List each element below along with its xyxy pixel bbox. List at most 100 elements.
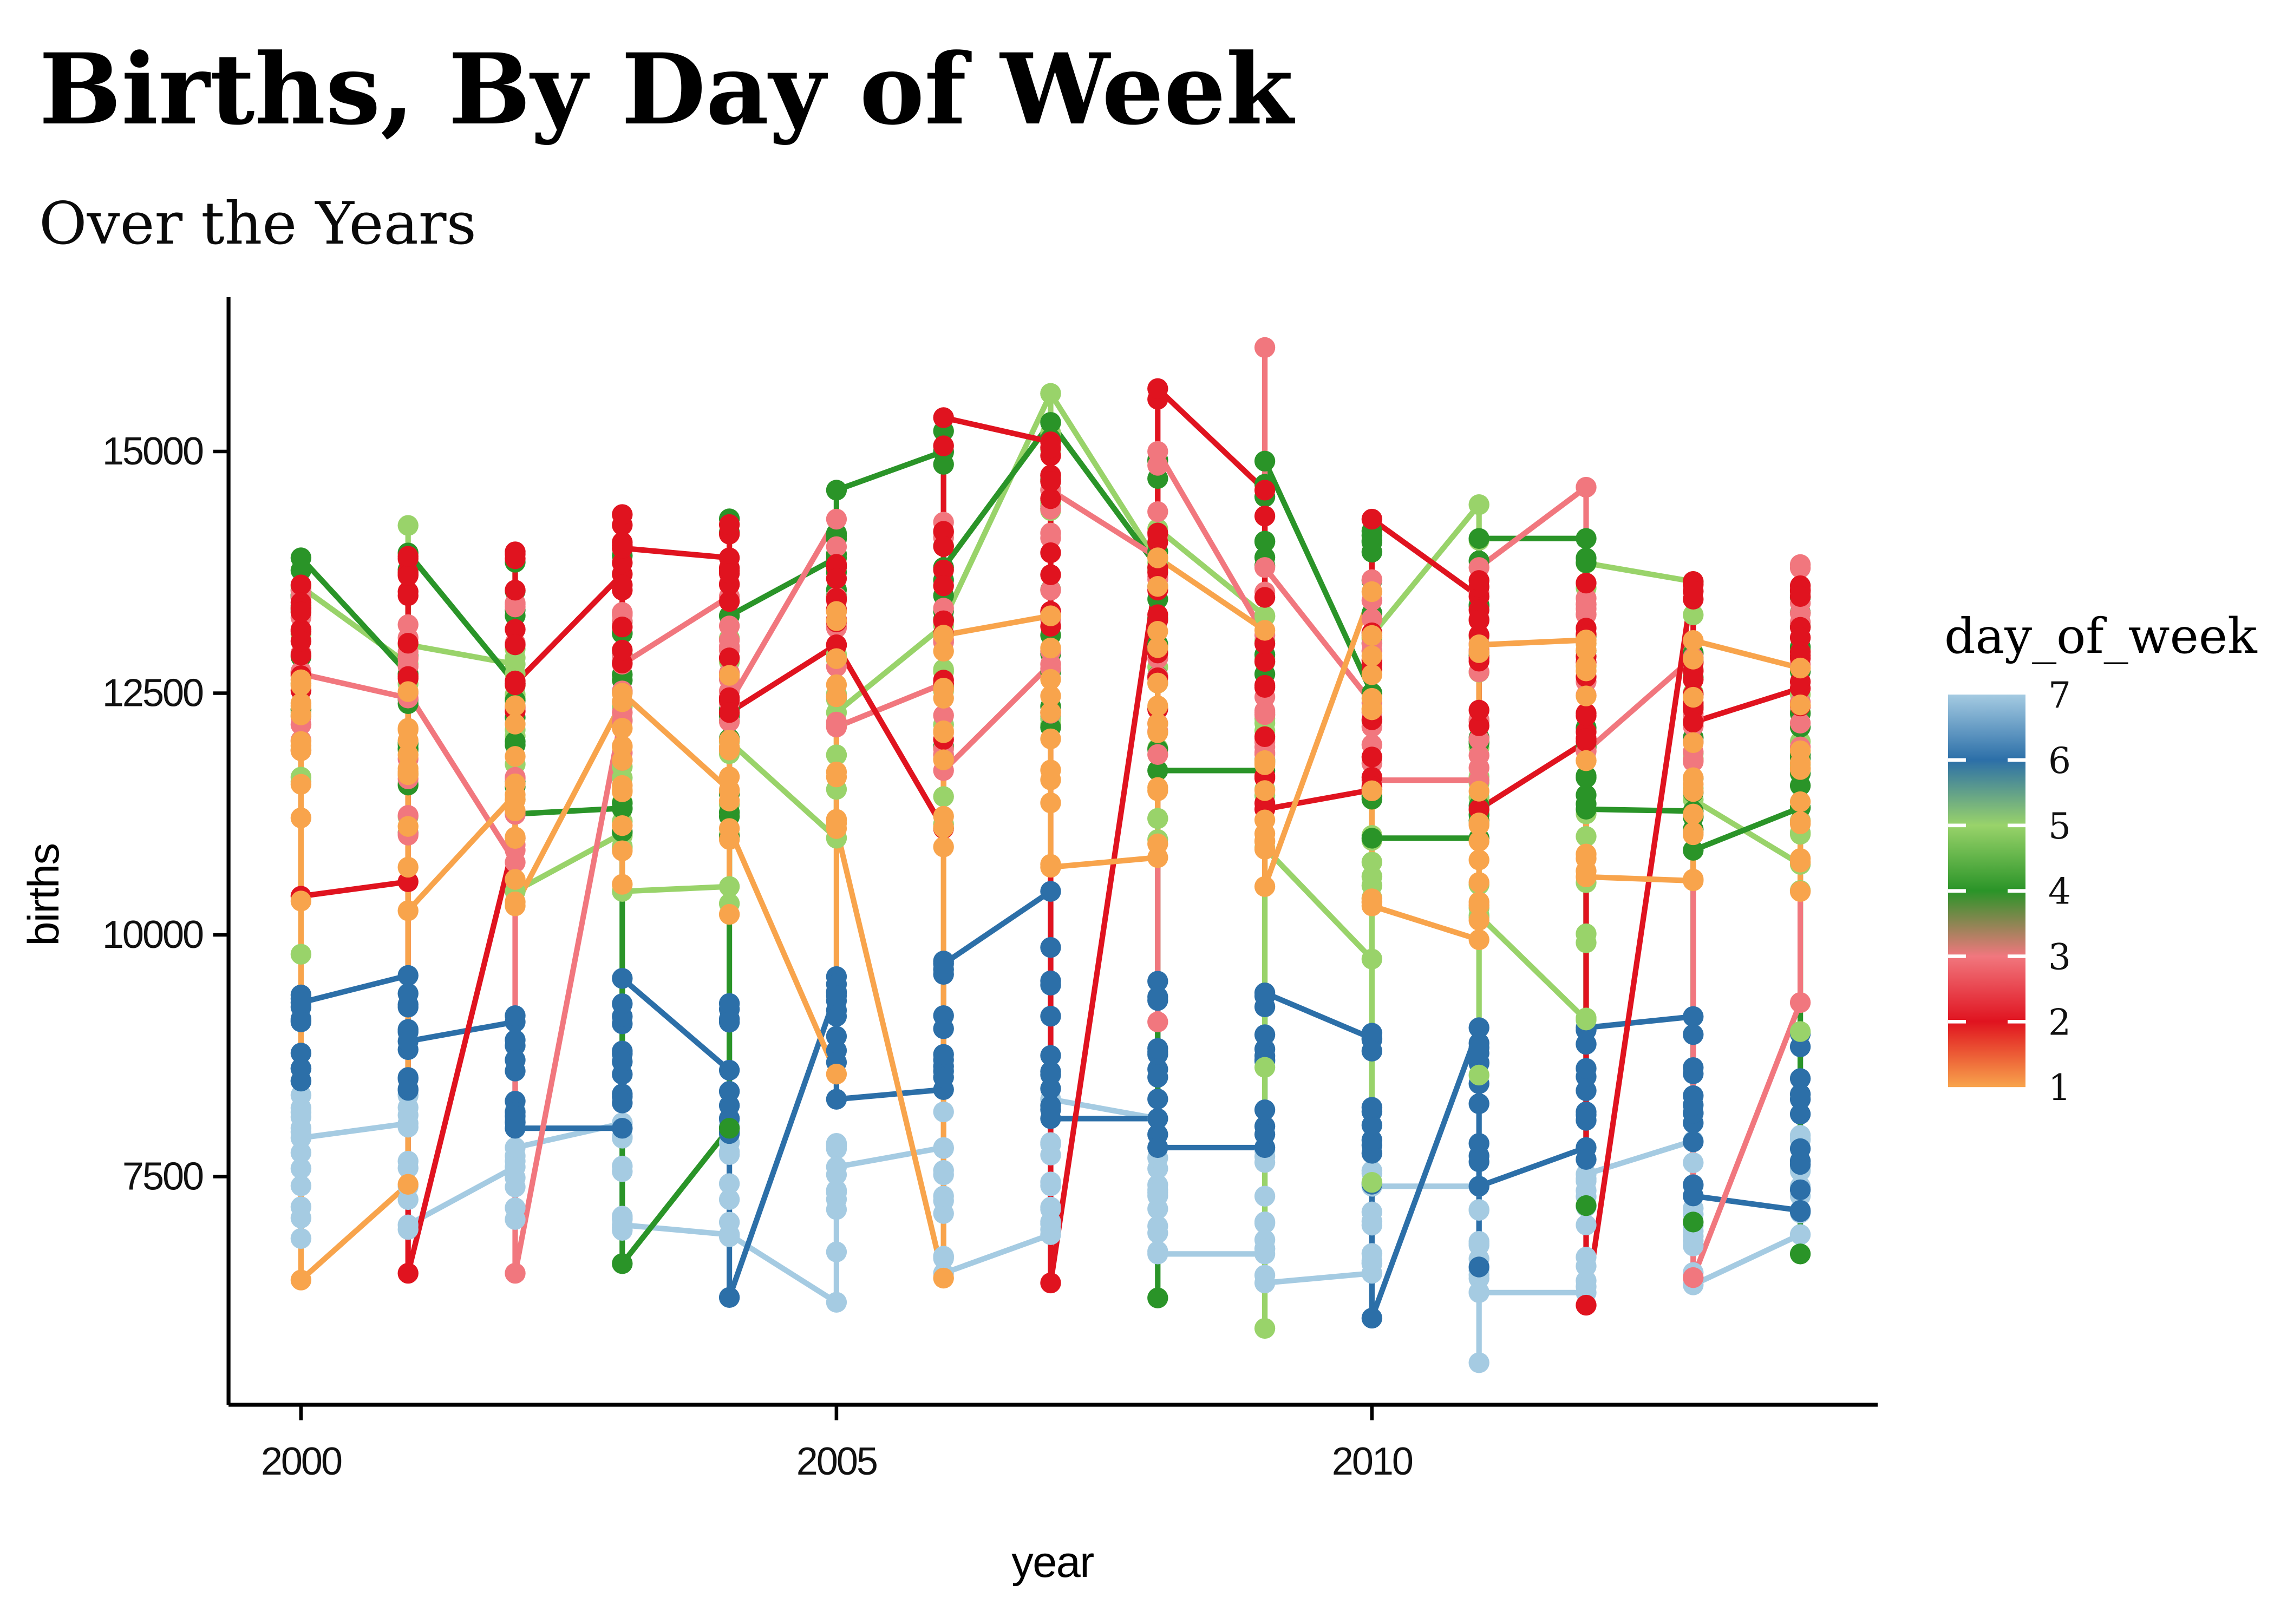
data-point <box>1683 604 1704 626</box>
data-point <box>1147 1243 1168 1265</box>
data-point <box>1147 808 1168 829</box>
data-point <box>1789 694 1811 716</box>
day-line <box>1690 1232 1803 1288</box>
data-point <box>1040 471 1061 492</box>
data-point <box>1789 881 1811 902</box>
day-line <box>1155 448 1268 638</box>
data-point <box>1789 992 1811 1013</box>
data-point <box>1683 1212 1704 1233</box>
data-point <box>1361 852 1383 873</box>
data-point <box>1147 990 1168 1011</box>
data-point <box>1040 1199 1061 1220</box>
day-line <box>1476 738 1589 812</box>
data-point <box>1468 1037 1489 1058</box>
data-point <box>1254 876 1276 897</box>
data-point <box>1254 480 1276 501</box>
data-point <box>1789 657 1811 679</box>
data-point <box>1040 1175 1061 1196</box>
data-point <box>1147 1011 1168 1032</box>
data-point <box>612 683 633 704</box>
data-point <box>1254 839 1276 860</box>
day-line <box>1262 1270 1375 1286</box>
data-point <box>505 731 526 752</box>
data-point <box>1576 750 1597 771</box>
data-point <box>1361 948 1383 970</box>
data-point <box>718 1059 740 1081</box>
data-point <box>1147 378 1168 400</box>
data-point <box>933 435 954 456</box>
data-point <box>290 1269 312 1291</box>
data-point <box>290 1175 312 1196</box>
day-line <box>833 642 946 831</box>
data-point <box>290 1196 312 1217</box>
data-point <box>505 1049 526 1071</box>
data-point <box>1468 494 1489 515</box>
data-point <box>718 1189 740 1210</box>
data-point <box>1040 1006 1061 1027</box>
data-point <box>290 890 312 912</box>
day-line <box>1690 638 1803 671</box>
day-line <box>833 1086 946 1102</box>
day-line <box>619 545 733 561</box>
data-point <box>290 992 312 1013</box>
data-point <box>397 900 419 921</box>
day-line <box>940 661 1054 774</box>
data-point <box>718 1173 740 1194</box>
data-point <box>290 704 312 725</box>
data-point <box>1468 849 1489 870</box>
data-point <box>1683 581 1704 602</box>
data-point <box>1147 695 1168 717</box>
data-point <box>826 761 847 783</box>
day-line <box>1262 458 1375 696</box>
data-point <box>1040 437 1061 459</box>
data-point <box>1361 1129 1383 1151</box>
data-point <box>1789 1201 1811 1222</box>
data-point <box>1683 840 1704 861</box>
data-point <box>718 1012 740 1033</box>
data-point <box>1468 1064 1489 1086</box>
data-point <box>826 508 847 530</box>
day-line <box>940 390 1054 624</box>
data-point <box>1361 1172 1383 1193</box>
data-point <box>505 869 526 890</box>
data-point <box>718 1095 740 1116</box>
data-point <box>718 1287 740 1308</box>
data-point <box>826 1132 847 1154</box>
data-point <box>612 1155 633 1177</box>
data-point <box>1254 982 1276 1004</box>
data-point <box>826 480 847 501</box>
data-point <box>1683 803 1704 824</box>
day-line <box>512 571 625 686</box>
data-point <box>1254 726 1276 748</box>
data-point <box>1468 1282 1489 1304</box>
day-line <box>833 623 946 716</box>
x-tick-label: 2005 <box>796 1440 877 1483</box>
data-point <box>1468 781 1489 802</box>
data-point <box>933 575 954 597</box>
day-line <box>1690 1193 1803 1214</box>
data-point <box>1576 572 1597 594</box>
data-point <box>1040 769 1061 790</box>
data-point <box>397 633 419 654</box>
day-line <box>726 738 839 841</box>
data-point <box>1789 1036 1811 1057</box>
day-line <box>405 791 518 914</box>
data-point <box>1361 1040 1383 1062</box>
data-point <box>1789 1179 1811 1201</box>
data-point <box>718 665 740 686</box>
data-point <box>1576 633 1597 654</box>
day-line <box>298 671 411 701</box>
data-point <box>1468 1199 1489 1220</box>
day-line <box>833 680 946 730</box>
data-point <box>1040 685 1061 706</box>
data-point <box>612 750 633 771</box>
data-point <box>718 591 740 612</box>
data-point <box>1683 711 1704 733</box>
data-point <box>1040 564 1061 585</box>
data-point <box>1468 634 1489 656</box>
data-point <box>612 874 633 895</box>
x-axis-title: year <box>1011 1538 1094 1587</box>
day-line <box>1583 579 1696 1308</box>
data-point <box>612 968 633 989</box>
data-point <box>1147 620 1168 642</box>
